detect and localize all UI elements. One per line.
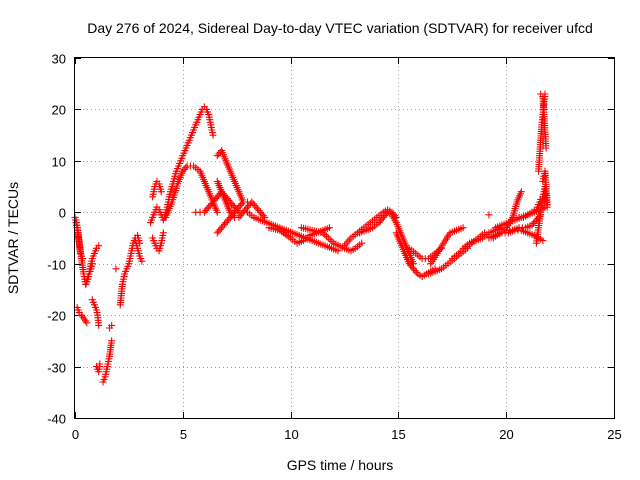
series-s39 <box>539 167 551 206</box>
series-s30 <box>485 211 493 219</box>
data-point <box>412 268 420 276</box>
x-tick-label: 15 <box>391 427 405 442</box>
data-point <box>138 257 146 265</box>
data-point <box>112 265 120 273</box>
data-point <box>182 164 190 172</box>
x-tick-label: 5 <box>180 427 187 442</box>
series-s3 <box>73 303 91 327</box>
data-point <box>459 224 467 232</box>
series-s12 <box>149 177 165 201</box>
y-axis-label: SDTVAR / TECUs <box>5 182 21 294</box>
y-tick-label: -40 <box>47 412 66 427</box>
data-points <box>71 90 551 386</box>
series-s38 <box>537 90 550 152</box>
y-tick-label: 30 <box>52 52 66 67</box>
series-s2 <box>72 216 87 263</box>
y-tick-label: -20 <box>47 309 66 324</box>
y-tick-label: 20 <box>52 103 66 118</box>
series-s24 <box>392 229 439 281</box>
data-point <box>326 236 334 244</box>
series-s7 <box>99 337 116 386</box>
data-point <box>95 321 103 329</box>
data-point <box>209 131 217 139</box>
series-s5 <box>88 296 103 329</box>
data-point <box>213 208 221 216</box>
y-tick-label: 0 <box>59 206 66 221</box>
data-point <box>108 337 116 345</box>
y-tick-label: 10 <box>52 155 66 170</box>
series-s18 <box>213 147 247 206</box>
y-tick-label: -10 <box>47 258 66 273</box>
data-point <box>324 234 332 242</box>
plot-frame <box>74 57 615 419</box>
data-point <box>88 260 96 268</box>
series-s13 <box>149 229 167 255</box>
data-point <box>108 321 116 329</box>
data-point <box>83 319 91 327</box>
data-point <box>95 242 103 250</box>
data-point <box>239 198 247 206</box>
data-point <box>325 224 333 232</box>
series-s8 <box>105 265 120 332</box>
data-point <box>485 211 493 219</box>
data-point <box>323 232 331 240</box>
data-point <box>259 212 267 220</box>
axis-ticks: 0 5 10 15 20 25 -40 -30 -20 -10 0 10 20 30 <box>47 52 622 443</box>
data-point <box>157 188 165 196</box>
data-point <box>79 255 87 263</box>
data-point <box>543 198 551 206</box>
x-axis-label: GPS time / hours <box>287 457 394 473</box>
series-s21 <box>297 224 366 255</box>
series-s27 <box>427 224 467 268</box>
y-tick-label: -30 <box>47 361 66 376</box>
data-point <box>539 237 547 245</box>
series-s10 <box>131 237 146 265</box>
data-point <box>517 188 525 196</box>
x-tick-label: 0 <box>72 427 79 442</box>
series-s29 <box>459 224 506 252</box>
series-s4 <box>82 260 96 288</box>
data-point <box>159 229 167 237</box>
data-point <box>542 144 550 152</box>
x-tick-label: 20 <box>499 427 513 442</box>
x-tick-label: 25 <box>607 427 621 442</box>
series-s17 <box>213 198 251 237</box>
data-point <box>96 360 104 368</box>
data-point <box>358 239 366 247</box>
series-s6 <box>93 360 104 376</box>
x-tick-label: 10 <box>284 427 298 442</box>
chart-title: Day 276 of 2024, Sidereal Day-to-day VTE… <box>87 20 593 36</box>
